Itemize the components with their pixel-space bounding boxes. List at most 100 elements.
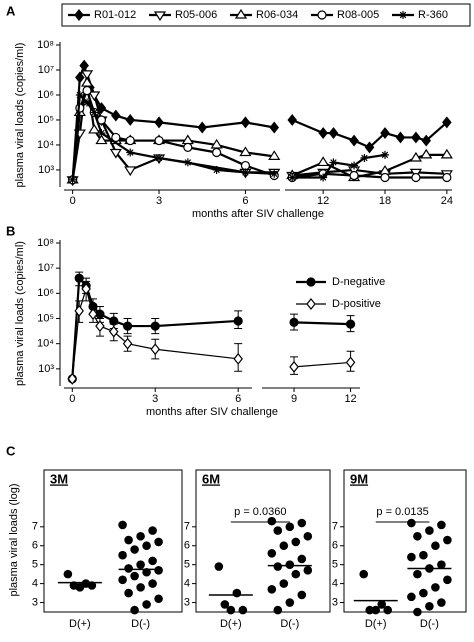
y-tick-label: 3 — [184, 596, 190, 608]
series-line — [294, 321, 351, 326]
marker — [240, 160, 251, 171]
data-point — [413, 569, 422, 579]
data-point — [437, 520, 446, 530]
data-point — [285, 560, 295, 569]
marker — [109, 148, 122, 159]
marker — [350, 161, 359, 170]
marker — [270, 169, 279, 178]
data-point — [279, 541, 289, 551]
marker — [440, 148, 453, 159]
data-point — [443, 535, 452, 545]
x-tick-label: 6 — [235, 393, 241, 405]
data-point — [142, 541, 151, 551]
x-tick-label: 9 — [291, 393, 297, 405]
data-point — [371, 605, 381, 615]
data-point — [383, 605, 393, 615]
marker — [349, 170, 359, 181]
y-tick-label: 6 — [184, 540, 190, 552]
y-tick-label: 10⁵ — [37, 312, 54, 324]
marker — [154, 116, 164, 129]
marker — [82, 85, 92, 96]
data-point — [214, 562, 224, 571]
marker — [380, 172, 390, 183]
y-tick-label: 10⁶ — [37, 89, 54, 101]
marker — [212, 165, 221, 174]
plot-frame — [43, 469, 183, 613]
panel-label: B — [6, 223, 15, 238]
y-tick-label: 3 — [332, 596, 338, 608]
series-line — [292, 168, 447, 177]
data-point — [291, 569, 301, 579]
data-point — [267, 516, 277, 526]
marker — [183, 158, 192, 167]
y-tick-label: 3 — [32, 596, 38, 608]
data-point — [431, 583, 440, 592]
x-tick-label: 3 — [156, 195, 162, 207]
marker — [306, 298, 316, 310]
y-tick-label: 10⁸ — [37, 237, 54, 249]
data-point — [291, 537, 301, 547]
data-point — [154, 566, 163, 575]
y-tick-label: 10⁶ — [37, 287, 54, 299]
y-tick-label: 4 — [184, 578, 190, 590]
data-point — [118, 520, 127, 530]
data-point — [154, 594, 163, 604]
marker — [95, 134, 108, 145]
marker — [125, 114, 136, 126]
marker — [240, 116, 251, 129]
x-tick-label: D(+) — [220, 618, 242, 630]
series-line — [291, 118, 448, 149]
data-point — [130, 571, 139, 581]
data-point — [303, 566, 313, 575]
y-tick-label: 7 — [184, 521, 190, 533]
data-point — [413, 531, 422, 541]
marker — [74, 9, 84, 21]
y-tick-label: 7 — [332, 521, 338, 533]
marker — [349, 134, 359, 147]
marker — [360, 154, 369, 163]
legend-box — [61, 3, 471, 27]
x-tick-label: D(+) — [69, 618, 91, 630]
marker — [411, 131, 421, 144]
y-tick-label: 10³ — [38, 363, 54, 375]
data-point — [425, 526, 434, 535]
marker — [380, 150, 389, 159]
data-point — [142, 600, 151, 609]
data-point — [118, 550, 127, 560]
data-point — [148, 556, 157, 566]
marker — [153, 11, 167, 22]
data-point — [267, 584, 277, 594]
x-tick-label: 6 — [242, 195, 248, 207]
marker — [345, 356, 356, 369]
marker — [154, 135, 164, 146]
y-axis-label: plasma viral loads (log) — [8, 483, 20, 596]
data-point — [425, 602, 434, 611]
marker — [212, 147, 222, 158]
legend-label: R-360 — [418, 9, 448, 21]
panel-title: 3M — [50, 471, 68, 486]
x-tick-label: 24 — [441, 195, 453, 207]
marker — [289, 360, 299, 373]
y-tick-label: 10⁵ — [37, 114, 54, 126]
data-point — [124, 564, 133, 573]
marker — [83, 98, 92, 107]
marker — [90, 108, 99, 117]
marker — [409, 151, 423, 162]
data-point — [443, 575, 452, 585]
marker — [95, 320, 105, 333]
y-tick-label: 4 — [32, 578, 38, 590]
data-point — [130, 605, 139, 615]
data-point — [407, 518, 416, 528]
marker — [395, 131, 406, 144]
marker — [122, 337, 133, 350]
data-point — [407, 552, 416, 562]
marker — [306, 277, 316, 287]
marker — [74, 304, 84, 317]
marker — [317, 10, 327, 20]
data-point — [437, 560, 446, 569]
panel-label: C — [6, 443, 16, 458]
x-tick-label: D(-) — [131, 618, 150, 630]
x-axis-label: months after SIV challenge — [146, 406, 278, 418]
x-tick-label: 0 — [69, 393, 75, 405]
